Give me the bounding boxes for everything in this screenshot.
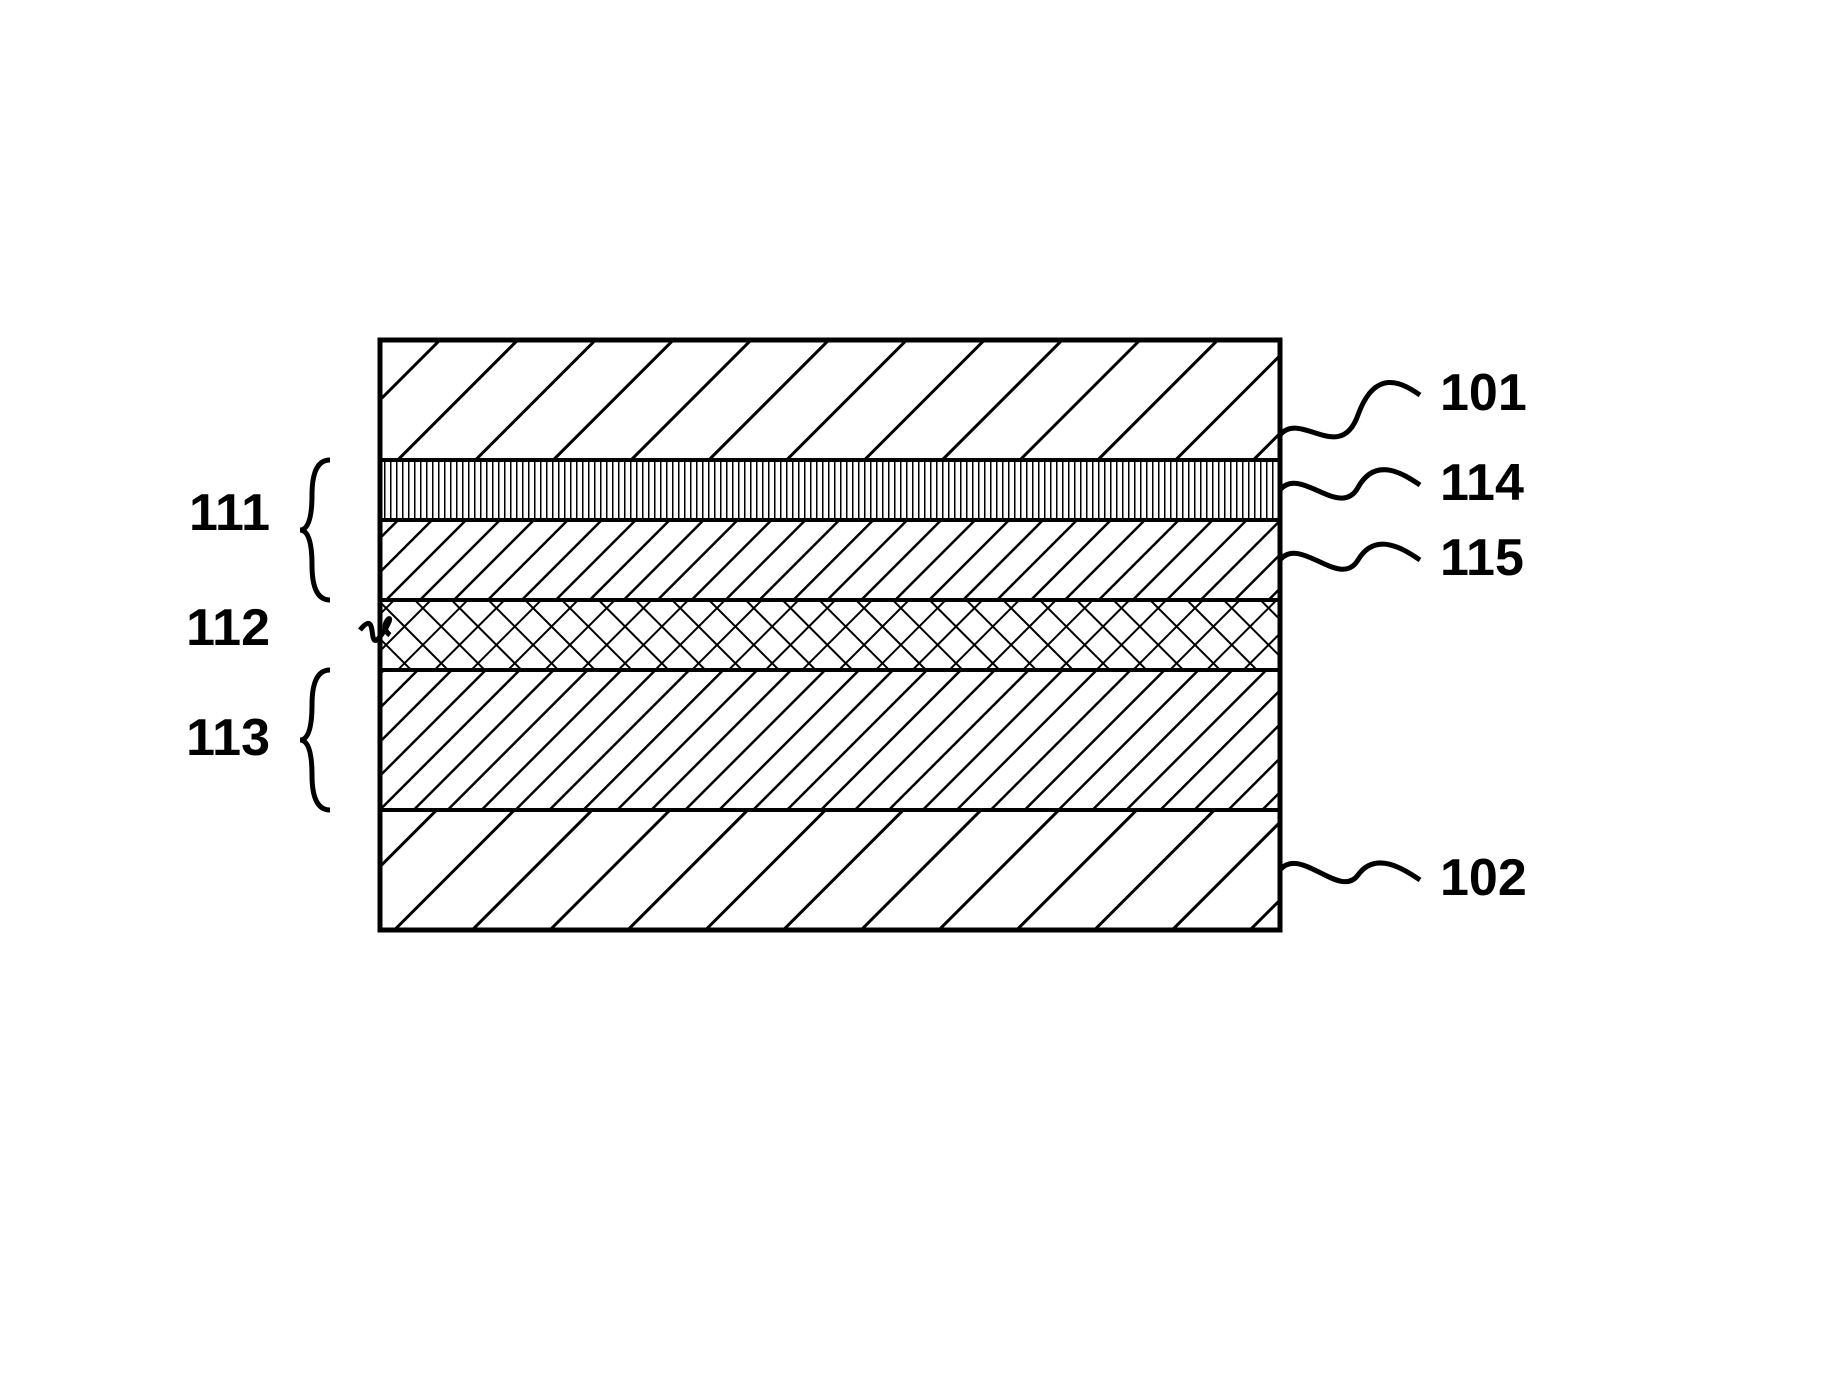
brace-113 xyxy=(300,670,330,810)
leader-101 xyxy=(1280,383,1420,437)
brace-111 xyxy=(300,460,330,600)
leader-102 xyxy=(1280,863,1420,882)
label-114: 114 xyxy=(1440,454,1524,512)
layer-L115 xyxy=(380,520,1280,600)
layer-stack xyxy=(380,340,1280,930)
layer-L114 xyxy=(380,460,1280,520)
leader-115 xyxy=(1280,544,1420,569)
label-102: 102 xyxy=(1440,849,1527,907)
layer-L102 xyxy=(380,810,1280,930)
label-113: 113 xyxy=(186,709,270,767)
label-112: 112 xyxy=(186,599,270,657)
layer-L101 xyxy=(380,340,1280,460)
layer-L112 xyxy=(380,600,1280,670)
label-115: 115 xyxy=(1440,529,1524,587)
layer-L113 xyxy=(380,670,1280,810)
leader-114 xyxy=(1280,470,1420,498)
label-101: 101 xyxy=(1440,364,1527,422)
label-111: 111 xyxy=(189,484,270,542)
